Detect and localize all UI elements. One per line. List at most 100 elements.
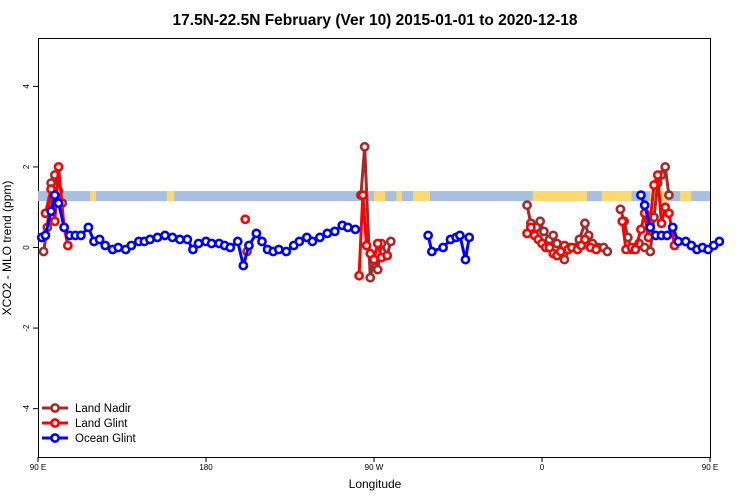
land-glint-point (580, 234, 590, 245)
series-ocean-glint (36, 190, 725, 271)
y-tick-label: 0 (22, 245, 31, 250)
ocean-glint-point (225, 242, 236, 253)
chart-title: 17.5N-22.5N February (Ver 10) 2015-01-01… (173, 12, 578, 29)
land-glint-point (361, 240, 372, 251)
surface-band-land (601, 191, 632, 202)
land-glint-point (649, 180, 659, 190)
y-axis-title: XCO2 - MLO trend (ppm) (0, 181, 14, 316)
legend-item-land-glint: Land Glint (42, 418, 128, 430)
land-glint-point (382, 250, 392, 261)
ocean-glint-point (281, 246, 292, 257)
ocean-glint-point (152, 232, 163, 243)
ocean-glint-point (636, 190, 646, 201)
ocean-glint-point (193, 238, 204, 249)
land-nadir-point (580, 218, 590, 229)
land-glint-point (369, 254, 379, 265)
land-nadir-point (359, 141, 370, 152)
land-nadir-point (664, 190, 674, 201)
land-glint-point (617, 216, 628, 227)
y-tick-label: 2 (22, 164, 31, 169)
surface-band-land (166, 191, 175, 202)
land-nadir-point (365, 272, 376, 283)
ocean-glint-point (314, 232, 325, 243)
land-glint-point (49, 216, 60, 227)
surface-band-land (90, 191, 96, 202)
ocean-glint-point (160, 230, 170, 241)
land-glint-point (630, 244, 641, 255)
ocean-glint-point (294, 236, 305, 247)
ocean-glint-point (238, 260, 249, 271)
ocean-glint-point (113, 242, 124, 253)
land-nadir-point (615, 204, 626, 215)
x-tick-label: 0 (540, 463, 545, 472)
land-glint-point (591, 244, 602, 255)
ocean-glint-point (174, 234, 185, 245)
ocean-glint-point (714, 236, 725, 247)
legend-swatch-marker (50, 418, 60, 428)
ocean-glint-point (322, 228, 333, 239)
land-glint-point (53, 162, 64, 172)
ocean-glint-point (438, 242, 448, 253)
legend-swatch-marker (50, 403, 60, 413)
ocean-glint-point (126, 240, 137, 251)
ocean-glint-point (59, 222, 70, 233)
land-glint-point (372, 238, 383, 249)
surface-band-land (680, 191, 692, 202)
land-glint-point (357, 190, 368, 201)
surface-band-land (396, 191, 402, 202)
ocean-glint-point (83, 222, 94, 233)
x-tick-label: 180 (199, 463, 213, 472)
ocean-glint-point (350, 224, 361, 235)
land-nadir-point (559, 254, 570, 265)
land-nadir-point (660, 162, 671, 172)
land-nadir-point (385, 236, 396, 247)
land-nadir-point (38, 246, 49, 257)
ocean-glint-point (94, 234, 105, 245)
land-nadir-point (645, 246, 656, 257)
land-nadir-point (522, 200, 532, 211)
ocean-glint-point (673, 236, 684, 247)
ocean-glint-point (464, 232, 475, 243)
land-nadir-point (602, 246, 613, 257)
ocean-glint-point (40, 230, 51, 241)
legend-label: Land Nadir (75, 403, 131, 415)
y-tick-label: -2 (22, 324, 31, 332)
ocean-glint-point (49, 190, 60, 201)
land-nadir-point (538, 226, 549, 237)
surface-band-land (374, 191, 386, 202)
ocean-glint-point (206, 238, 217, 249)
ocean-glint-point (244, 240, 254, 251)
series-land-glint (40, 162, 680, 281)
ocean-glint-point (188, 244, 198, 255)
legend: Land Nadir Land Glint Ocean Glint (42, 403, 137, 445)
ocean-glint-point (307, 236, 318, 247)
land-nadir-point (535, 216, 546, 227)
ocean-glint-point (667, 222, 678, 233)
ocean-glint-point (53, 198, 64, 209)
land-glint-point (636, 224, 646, 235)
land-nadir-point (372, 264, 383, 275)
ocean-glint-point (329, 226, 340, 237)
ocean-glint-point (182, 234, 193, 245)
ocean-glint-point (454, 230, 465, 241)
axes: 90 E 180 90 W 0 90 E -4 -2 0 2 4 (22, 84, 718, 472)
land-glint-point (354, 270, 364, 281)
y-tick-label: 4 (22, 84, 31, 89)
legend-label: Ocean Glint (75, 433, 137, 445)
ocean-glint-point (645, 222, 656, 233)
legend-swatch-marker (50, 433, 60, 443)
land-nadir-point (548, 230, 559, 241)
ocean-glint-point (639, 200, 650, 211)
land-glint-point (525, 222, 536, 233)
ocean-glint-point (662, 230, 672, 241)
x-tick-label: 90 E (702, 463, 718, 472)
series-group (36, 141, 725, 283)
ocean-glint-point (76, 230, 86, 241)
legend-label: Land Glint (75, 418, 128, 430)
legend-item-ocean-glint: Ocean Glint (42, 433, 137, 445)
land-nadir-point (552, 238, 562, 249)
ocean-glint-point (460, 254, 471, 265)
land-glint-point (240, 214, 251, 225)
surface-band-land (532, 191, 587, 202)
